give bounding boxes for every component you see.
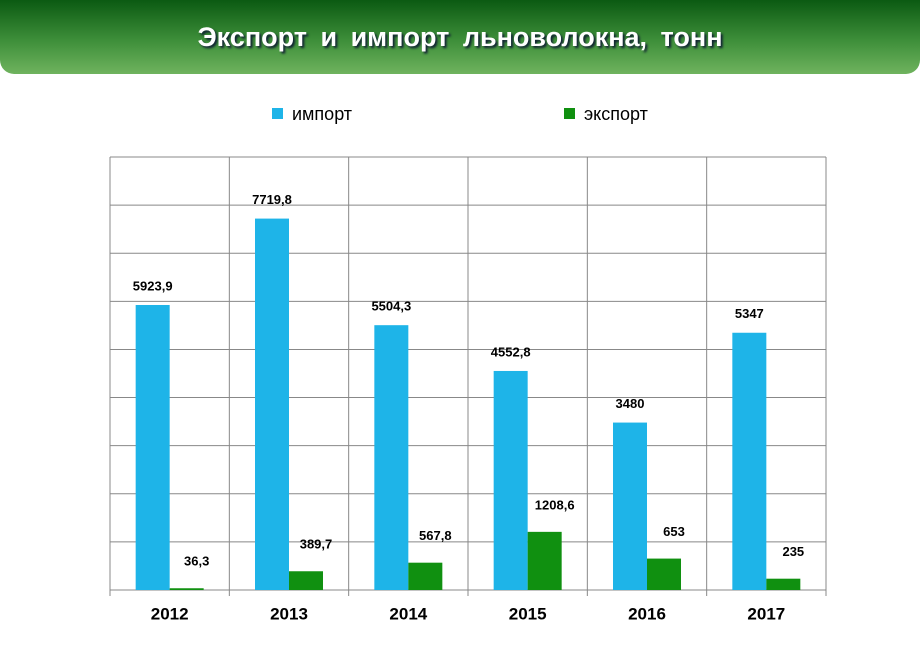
value-label: 5504,3	[371, 299, 411, 314]
legend-swatch	[564, 108, 575, 119]
chart-title: Экспорт и импорт льноволокна, тонн	[197, 21, 723, 52]
bar	[289, 571, 323, 590]
legend-label: импорт	[292, 104, 352, 124]
bar	[493, 370, 528, 590]
bar	[766, 578, 801, 590]
bar	[613, 422, 647, 590]
x-tick-label: 2013	[270, 604, 308, 623]
x-tick-label: 2015	[509, 604, 547, 623]
value-label: 7719,8	[252, 192, 292, 207]
value-label: 235	[782, 544, 804, 559]
value-label: 5347	[735, 306, 764, 321]
bar	[408, 562, 443, 590]
value-label: 3480	[616, 396, 645, 411]
title-banner: Экспорт и импорт льноволокна, тонн	[0, 0, 920, 74]
value-label: 36,3	[184, 554, 209, 569]
legend-label: экспорт	[584, 104, 648, 124]
value-label: 653	[663, 524, 685, 539]
value-label: 389,7	[300, 537, 333, 552]
x-tick-label: 2016	[628, 604, 666, 623]
value-label: 4552,8	[491, 344, 531, 359]
bar	[527, 531, 562, 590]
bar	[255, 218, 289, 590]
value-label: 567,8	[419, 528, 452, 543]
bar	[647, 558, 681, 590]
chart: импорт экспорт 2012 5923,9 36,3 2013 7719,8 389…	[109, 104, 827, 623]
value-label: 1208,6	[535, 497, 575, 512]
bar	[374, 325, 409, 590]
legend-swatch	[272, 108, 283, 119]
bar	[135, 304, 170, 590]
x-tick-label: 2014	[389, 604, 427, 623]
x-tick-label: 2017	[747, 604, 785, 623]
value-label: 5923,9	[133, 278, 173, 293]
x-tick-label: 2012	[151, 604, 189, 623]
bar	[169, 588, 204, 590]
bar	[732, 332, 767, 590]
